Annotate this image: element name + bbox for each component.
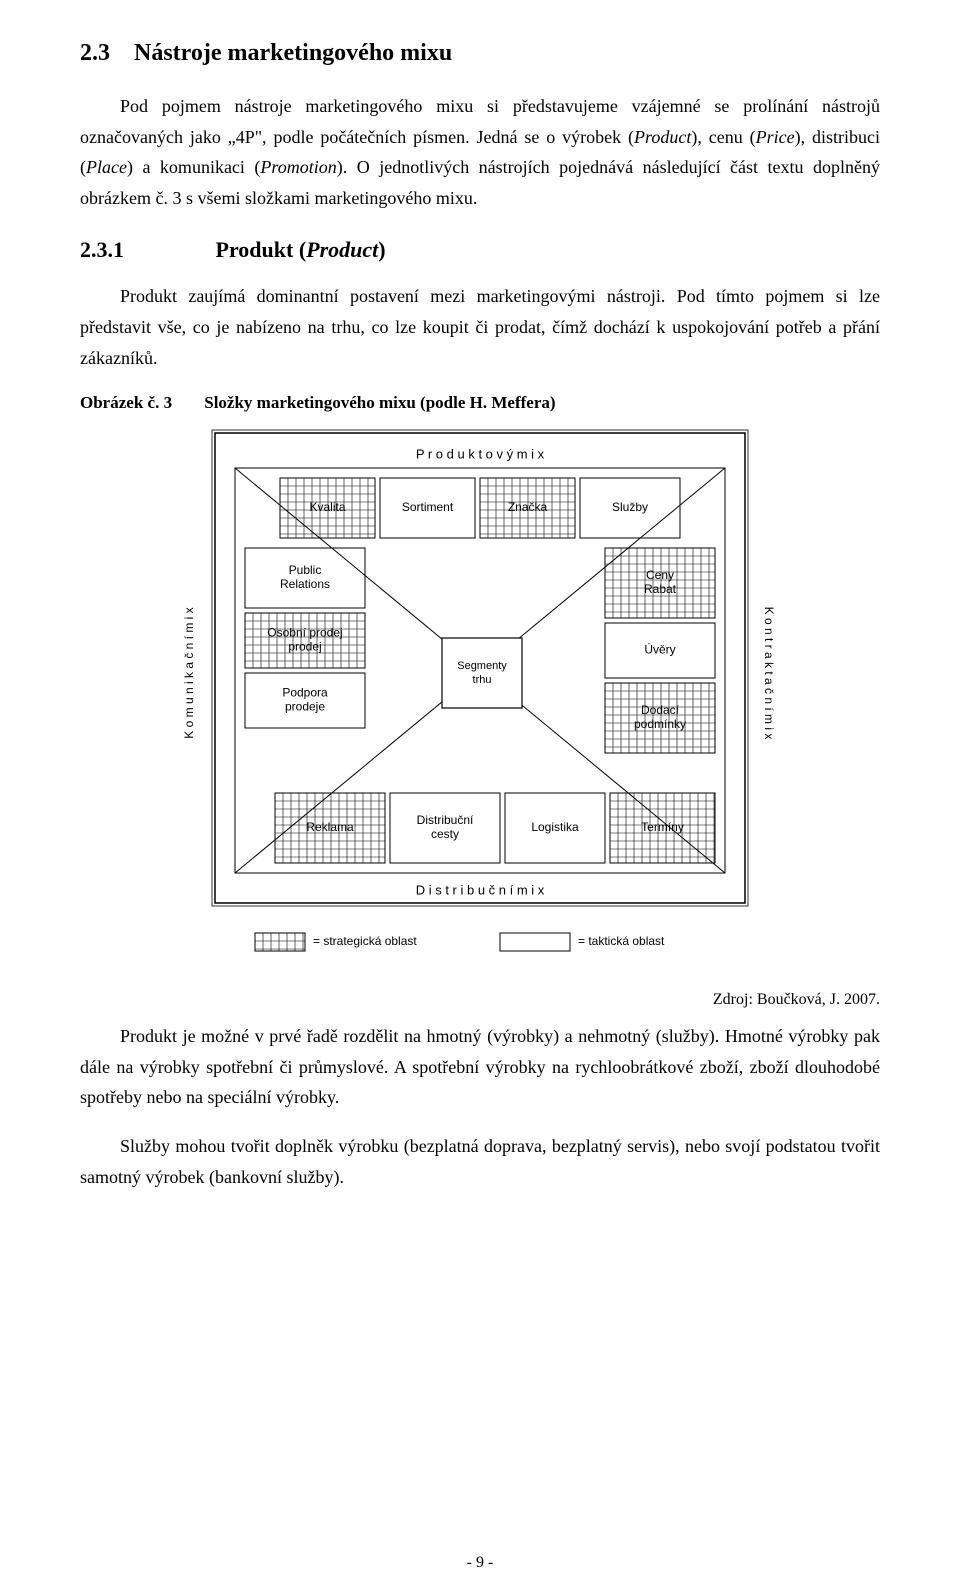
svg-text:Termíny: Termíny (641, 820, 684, 834)
svg-text:Značka: Značka (508, 500, 548, 514)
svg-text:cesty: cesty (431, 827, 459, 841)
figure-caption: Obrázek č. 3 Složky marketingového mixu … (80, 393, 880, 413)
svg-text:prodeje: prodeje (285, 700, 325, 714)
svg-text:podmínky: podmínky (634, 717, 686, 731)
section-heading: 2.3 Nástroje marketingového mixu (80, 40, 880, 67)
svg-text:Kvalita: Kvalita (309, 500, 345, 514)
svg-text:Podpora: Podpora (282, 686, 328, 700)
svg-text:Osobní prodej: Osobní prodej (267, 626, 342, 640)
subsection-number: 2.3.1 (80, 237, 210, 263)
subsection-title-italic: Product (306, 237, 378, 262)
svg-text:= strategická oblast: = strategická oblast (313, 934, 417, 948)
svg-text:trhu: trhu (473, 674, 492, 686)
svg-text:Logistika: Logistika (531, 820, 579, 834)
svg-text:Sortiment: Sortiment (402, 500, 454, 514)
svg-text:Služby: Služby (612, 500, 648, 514)
page-number: - 9 - (0, 1554, 960, 1572)
svg-text:Dodací: Dodací (641, 703, 680, 717)
svg-text:prodej: prodej (288, 640, 321, 654)
paragraph-1: Pod pojmem nástroje marketingového mixu … (80, 91, 880, 213)
section-title: Nástroje marketingového mixu (134, 40, 452, 66)
page: 2.3 Nástroje marketingového mixu Pod poj… (0, 0, 960, 1592)
svg-text:D i s t r i b u č n í m i x: D i s t r i b u č n í m i x (416, 883, 545, 898)
figure-number: Obrázek č. 3 (80, 393, 200, 413)
svg-text:Úvěry: Úvěry (644, 642, 675, 657)
paragraph-3: Produkt je možné v prvé řadě rozdělit na… (80, 1021, 880, 1113)
svg-text:Reklama: Reklama (306, 820, 354, 834)
subsection-title-prefix: Produkt ( (216, 237, 307, 262)
svg-text:Public: Public (289, 563, 322, 577)
svg-text:P r o d u k t o v ý m i x: P r o d u k t o v ý m i x (416, 447, 545, 462)
svg-text:Relations: Relations (280, 577, 330, 591)
marketing-mix-diagram: P r o d u k t o v ý m i x D i s t r i b u… (160, 423, 800, 983)
subsection-title-suffix: ) (378, 237, 385, 262)
svg-text:Distribuční: Distribuční (417, 813, 474, 827)
svg-text:Ceny: Ceny (646, 568, 674, 582)
section-number: 2.3 (80, 40, 110, 66)
svg-text:Rabat: Rabat (644, 582, 677, 596)
figure-title: Složky marketingového mixu (podle H. Mef… (204, 393, 555, 412)
svg-text:Segmenty: Segmenty (457, 660, 507, 672)
paragraph-4: Služby mohou tvořit doplněk výrobku (bez… (80, 1131, 880, 1192)
figure-source: Zdroj: Boučková, J. 2007. (80, 991, 880, 1009)
svg-text:= taktická oblast: = taktická oblast (578, 934, 665, 948)
subsection-heading: 2.3.1 Produkt (Product) (80, 237, 880, 263)
svg-text:K o m u n i k a č n í m i x: K o m u n i k a č n í m i x (182, 607, 196, 738)
svg-text:K o n t r a k t a č n í m i: K o n t r a k t a č n í m i x (762, 607, 776, 740)
paragraph-2: Produkt zaujímá dominantní postavení mez… (80, 281, 880, 373)
